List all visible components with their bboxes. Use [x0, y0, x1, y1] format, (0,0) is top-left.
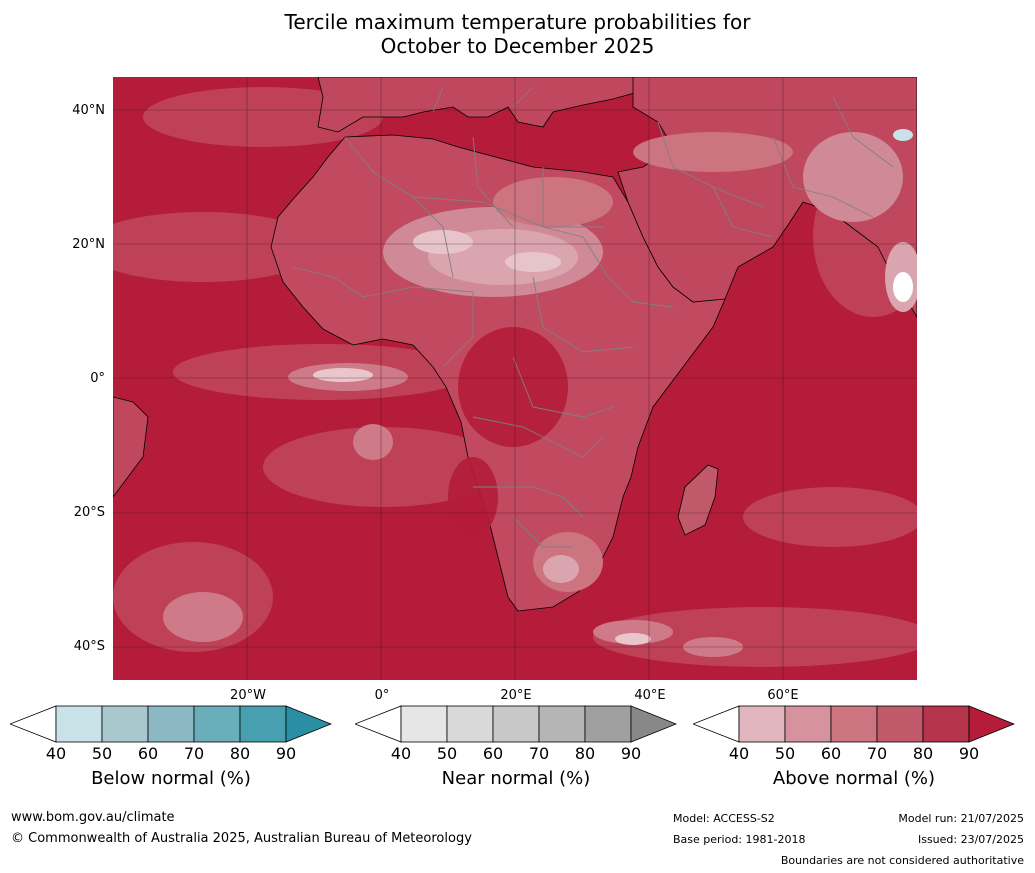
ocean-pale-patches — [313, 368, 651, 645]
colorbar-near-normal — [353, 705, 678, 747]
near-arrow-max — [630, 705, 678, 743]
above-normal-label: Above normal (%) — [772, 768, 936, 789]
above-swatch-50 — [784, 705, 832, 743]
model-text: Model: ACCESS-S2 — [673, 812, 775, 825]
near-swatch-40 — [400, 705, 448, 743]
tick: 90 — [620, 744, 642, 763]
tick: 60 — [482, 744, 504, 763]
tick: 50 — [91, 744, 113, 763]
below-arrow-min — [8, 705, 57, 743]
above-swatch-80 — [922, 705, 970, 743]
chart-title: Tercile maximum temperature probabilitie… — [0, 10, 1035, 58]
below-swatch-60 — [147, 705, 195, 743]
tick: 40 — [45, 744, 67, 763]
below-arrow-max — [285, 705, 333, 743]
issued-text: Issued: 23/07/2025 — [917, 833, 1024, 846]
tick: 70 — [528, 744, 550, 763]
near-arrow-min — [353, 705, 402, 743]
base-period-text: Base period: 1981-2018 — [673, 833, 806, 846]
probability-map — [113, 77, 917, 680]
near-swatch-60 — [492, 705, 540, 743]
title-line-2: October to December 2025 — [380, 34, 655, 58]
tick: 60 — [820, 744, 842, 763]
lat-label-0: 0° — [90, 371, 105, 386]
lon-label-0: 0° — [374, 688, 390, 703]
south-america-edge — [113, 396, 149, 498]
tick: 80 — [229, 744, 251, 763]
title-line-1: Tercile maximum temperature probabilitie… — [284, 10, 751, 34]
tick: 50 — [774, 744, 796, 763]
below-swatch-70 — [193, 705, 241, 743]
above-swatch-60 — [830, 705, 878, 743]
tick: 70 — [866, 744, 888, 763]
tick: 90 — [958, 744, 980, 763]
copyright-text: © Commonwealth of Australia 2025, Austra… — [11, 831, 472, 846]
near-swatch-80 — [584, 705, 632, 743]
tick: 40 — [390, 744, 412, 763]
graticule — [113, 77, 917, 680]
tick: 40 — [728, 744, 750, 763]
colorbar-below-normal — [8, 705, 333, 747]
near-swatch-50 — [446, 705, 494, 743]
lat-label-40s: 40°S — [73, 639, 105, 654]
below-swatch-40 — [55, 705, 103, 743]
tick: 60 — [137, 744, 159, 763]
near-swatch-70 — [538, 705, 586, 743]
above-arrow-max — [968, 705, 1016, 743]
disclaimer-text: Boundaries are not considered authoritat… — [780, 854, 1024, 867]
tick: 80 — [574, 744, 596, 763]
sahara-patches — [383, 177, 613, 297]
near-normal-label: Near normal (%) — [441, 768, 591, 789]
lat-label-20s: 20°S — [73, 505, 105, 520]
interior-dark-patches — [448, 327, 568, 537]
above-arrow-min — [691, 705, 740, 743]
model-run-text: Model run: 21/07/2025 — [898, 812, 1024, 825]
website-link[interactable]: www.bom.gov.au/climate — [11, 810, 175, 825]
below-swatch-80 — [239, 705, 287, 743]
lat-label-20n: 20°N — [72, 237, 105, 252]
asia-light-patches — [633, 129, 917, 312]
below-normal-label: Below normal (%) — [91, 768, 251, 789]
lon-label-20w: 20°W — [230, 688, 266, 703]
colorbar-above-normal — [691, 705, 1016, 747]
lat-label-40n: 40°N — [72, 103, 105, 118]
above-swatch-70 — [876, 705, 924, 743]
southern-africa-patches — [533, 532, 603, 592]
tick: 50 — [436, 744, 458, 763]
tick: 80 — [912, 744, 934, 763]
lon-label-60e: 60°E — [767, 688, 799, 703]
lon-label-20e: 20°E — [500, 688, 532, 703]
tick: 70 — [183, 744, 205, 763]
madagascar — [677, 464, 719, 536]
above-swatch-40 — [738, 705, 786, 743]
below-swatch-50 — [101, 705, 149, 743]
tick: 90 — [275, 744, 297, 763]
europe-landmass — [317, 77, 639, 133]
lon-label-40e: 40°E — [634, 688, 666, 703]
